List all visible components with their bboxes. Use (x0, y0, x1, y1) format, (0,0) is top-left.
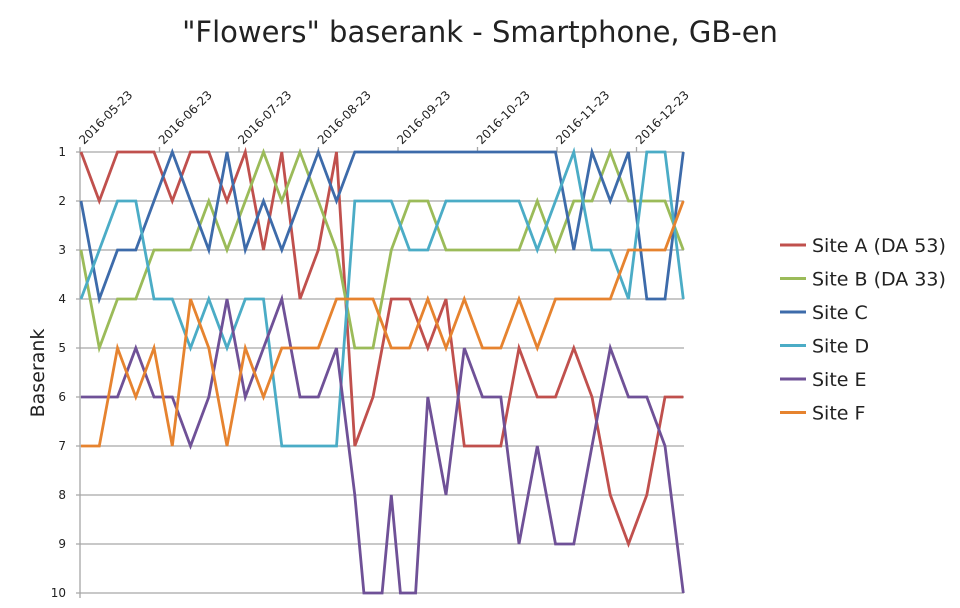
gridlines (76, 148, 684, 598)
y-tick-label: 1 (58, 145, 66, 159)
legend-label: Site A (DA 53) (812, 235, 946, 257)
y-tick-label: 10 (51, 586, 66, 600)
legend: Site A (DA 53) Site B (DA 33) Site C Site D… (780, 235, 946, 425)
y-tick-label: 4 (58, 292, 66, 306)
y-axis-ticks: 1 2 3 4 5 6 7 8 9 10 (51, 145, 66, 600)
legend-label: Site E (812, 369, 867, 391)
y-tick-label: 7 (58, 439, 66, 453)
x-tick-label: 2016-12-23 (633, 88, 692, 147)
x-tick-label: 2016-08-23 (315, 88, 374, 147)
x-tick-label: 2016-07-23 (235, 88, 294, 147)
x-tick-label: 2016-09-23 (394, 88, 453, 147)
x-axis-ticks: 2016-05-23 2016-06-23 2016-07-23 2016-08-23… (76, 88, 692, 152)
y-tick-label: 9 (58, 537, 66, 551)
legend-label: Site F (812, 403, 865, 425)
series-line-5 (81, 293, 685, 595)
x-tick-label: 2016-10-23 (474, 88, 533, 147)
y-tick-label: 3 (58, 243, 66, 257)
x-tick-label: 2016-06-23 (156, 88, 215, 147)
legend-label: Site C (812, 302, 868, 324)
series-line-4 (79, 146, 685, 448)
y-tick-label: 2 (58, 194, 66, 208)
chart-title: "Flowers" baserank - Smartphone, GB-en (182, 15, 778, 49)
x-tick-label: 2016-11-23 (553, 88, 612, 147)
series-line-6 (81, 200, 685, 448)
y-tick-label: 8 (58, 488, 66, 502)
series-line-3 (79, 146, 685, 305)
x-tick-label: 2016-05-23 (76, 88, 135, 147)
y-axis-label: Baserank (27, 329, 49, 418)
series-lines (79, 146, 685, 595)
y-tick-label: 6 (58, 390, 66, 404)
y-tick-label: 5 (58, 341, 66, 355)
legend-label: Site D (812, 336, 869, 358)
legend-label: Site B (DA 33) (812, 269, 946, 291)
